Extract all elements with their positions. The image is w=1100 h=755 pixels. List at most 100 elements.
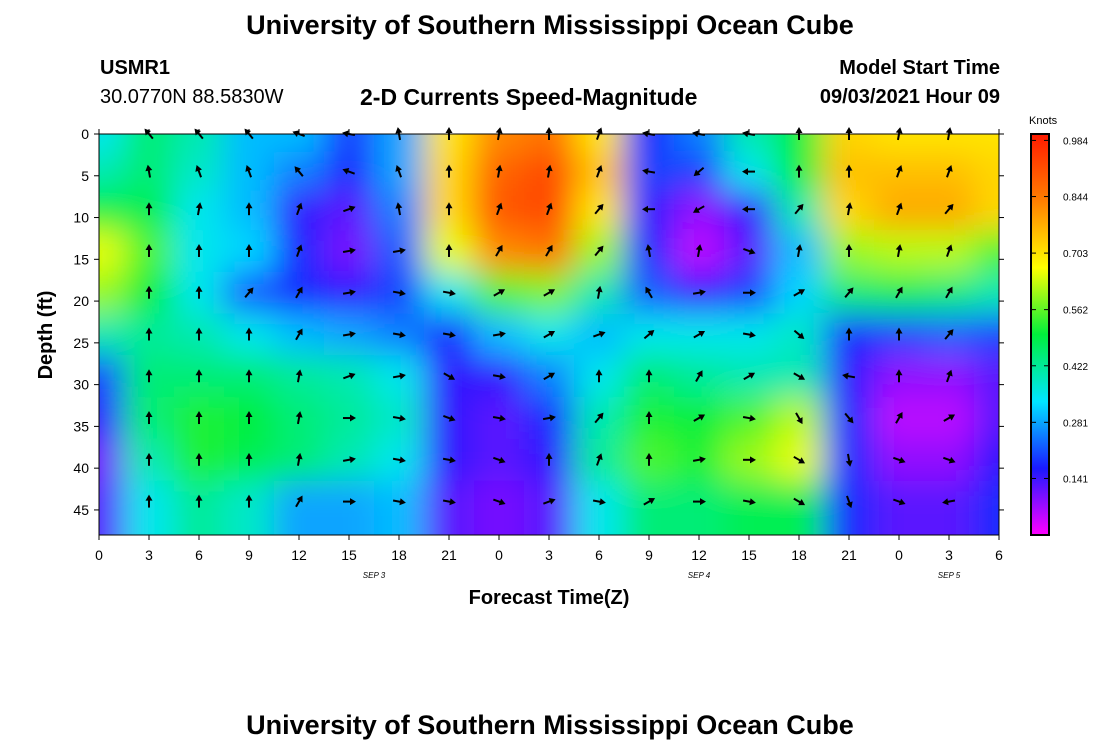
current-arrow bbox=[295, 286, 303, 299]
current-arrow bbox=[793, 372, 806, 380]
colorbar-tick-label: 0.703 bbox=[1063, 249, 1088, 260]
current-arrow bbox=[794, 203, 804, 215]
current-arrow bbox=[742, 498, 756, 506]
current-arrow bbox=[592, 498, 606, 506]
current-arrow bbox=[195, 327, 203, 341]
current-arrow bbox=[145, 243, 153, 257]
current-arrow bbox=[846, 495, 853, 509]
heatmap-cell bbox=[474, 480, 525, 535]
current-arrow bbox=[943, 456, 956, 464]
current-arrow bbox=[445, 202, 453, 216]
current-arrow bbox=[443, 415, 456, 422]
current-arrow bbox=[245, 243, 253, 257]
current-arrow bbox=[795, 244, 803, 258]
current-arrow bbox=[294, 166, 304, 177]
current-arrow bbox=[145, 411, 153, 425]
current-arrow bbox=[692, 456, 706, 464]
current-arrow bbox=[195, 165, 202, 178]
x-tick-label: 6 bbox=[195, 547, 203, 563]
x-tick-label: 3 bbox=[145, 547, 153, 563]
footer-title: University of Southern Mississippi Ocean… bbox=[246, 710, 854, 740]
current-arrow bbox=[695, 244, 703, 258]
current-arrow bbox=[145, 452, 153, 466]
heatmap-cell bbox=[99, 355, 125, 399]
x-tick-label: 0 bbox=[895, 547, 903, 563]
heatmap-cell bbox=[324, 190, 375, 232]
current-arrow bbox=[895, 244, 903, 258]
heatmap-cell bbox=[824, 134, 875, 154]
current-arrow bbox=[445, 243, 453, 257]
current-arrow bbox=[693, 414, 706, 422]
heatmap-cell bbox=[724, 134, 775, 154]
heatmap-cell bbox=[574, 190, 625, 232]
x-tick-label: 3 bbox=[545, 547, 553, 563]
current-arrow bbox=[392, 289, 406, 297]
current-arrow bbox=[795, 164, 803, 178]
heatmap-cell bbox=[624, 190, 675, 232]
y-tick-label: 25 bbox=[73, 335, 89, 351]
y-tick-label: 20 bbox=[73, 293, 89, 309]
x-date-label: SEP 4 bbox=[688, 571, 711, 580]
current-arrow bbox=[296, 202, 303, 216]
current-arrow bbox=[743, 247, 756, 255]
heatmap-cell bbox=[774, 190, 825, 232]
x-tick-label: 9 bbox=[645, 547, 653, 563]
colorbar: Knots 0.984 0.844 0.703 0.562 0.422 0.281 0.14… bbox=[1029, 115, 1088, 536]
current-arrow bbox=[295, 411, 303, 425]
heatmap-cell bbox=[774, 134, 825, 154]
current-arrow bbox=[895, 369, 903, 383]
x-tick-label: 12 bbox=[691, 547, 707, 563]
heatmap-cell bbox=[374, 134, 425, 154]
current-arrow bbox=[343, 414, 356, 422]
current-arrow bbox=[845, 243, 853, 257]
heatmap-cell bbox=[99, 230, 125, 273]
y-tick-label: 15 bbox=[73, 251, 89, 267]
heatmap-cell bbox=[424, 134, 475, 154]
current-arrow bbox=[793, 455, 806, 464]
model-start-label: Model Start Time bbox=[839, 57, 1000, 79]
heatmap-cell bbox=[924, 190, 975, 232]
current-arrow bbox=[943, 414, 956, 422]
current-arrow bbox=[245, 494, 253, 508]
y-tick-label: 5 bbox=[81, 168, 89, 184]
heatmap-cell bbox=[674, 480, 725, 535]
current-arrow bbox=[945, 286, 953, 299]
current-arrow bbox=[795, 412, 803, 425]
current-arrow bbox=[743, 372, 756, 381]
current-arrow bbox=[596, 453, 603, 466]
page-title: University of Southern Mississippi Ocean… bbox=[246, 10, 854, 40]
heatmap-cell bbox=[174, 134, 225, 154]
current-arrow bbox=[692, 205, 705, 213]
current-arrow bbox=[195, 243, 203, 257]
current-arrow bbox=[392, 331, 406, 339]
current-arrow bbox=[245, 327, 253, 341]
current-arrow bbox=[245, 165, 252, 178]
current-arrow bbox=[244, 287, 254, 298]
heatmap-cell bbox=[974, 230, 999, 273]
current-arrow bbox=[492, 330, 506, 338]
heatmap-cell bbox=[524, 480, 575, 535]
heatmap-cell bbox=[974, 438, 999, 482]
current-arrow bbox=[343, 498, 356, 506]
current-arrow bbox=[844, 287, 854, 298]
current-arrow bbox=[743, 289, 756, 297]
current-arrow bbox=[944, 203, 954, 215]
heatmap-cell bbox=[324, 480, 375, 535]
current-arrow bbox=[543, 372, 556, 381]
current-arrow bbox=[893, 456, 906, 464]
current-arrow bbox=[296, 244, 303, 257]
current-arrow bbox=[595, 369, 603, 383]
heatmap-cell bbox=[974, 190, 999, 232]
current-arrow bbox=[442, 289, 456, 297]
current-arrow bbox=[545, 452, 553, 466]
current-arrow bbox=[742, 414, 756, 422]
heatmap-cell bbox=[99, 271, 125, 315]
current-arrow bbox=[596, 165, 603, 178]
y-tick-label: 10 bbox=[73, 210, 89, 226]
station-id: USMR1 bbox=[100, 57, 171, 79]
heatmap-cell bbox=[924, 480, 975, 535]
current-arrow bbox=[442, 498, 456, 506]
current-arrow bbox=[896, 165, 903, 178]
x-tick-label: 0 bbox=[495, 547, 503, 563]
